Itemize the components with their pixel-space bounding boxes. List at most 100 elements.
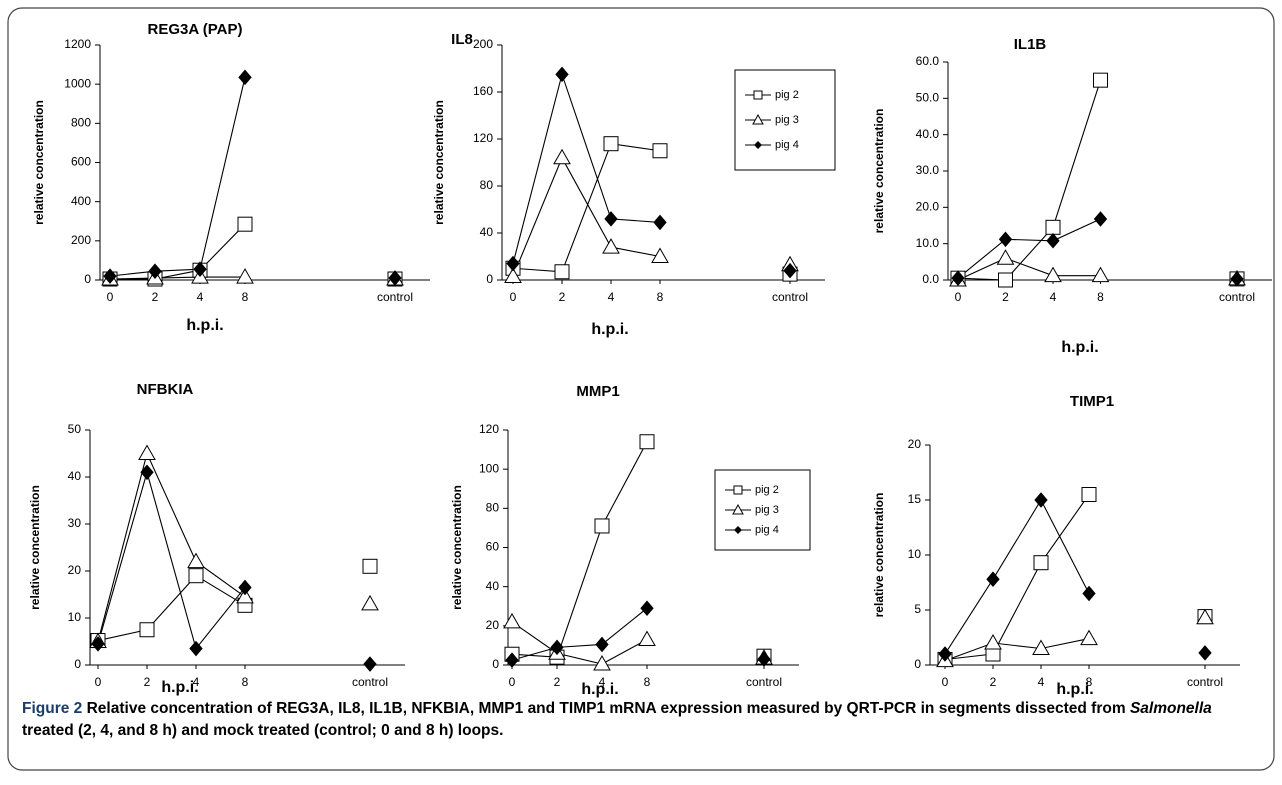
x-tick-label: 2 <box>144 675 151 689</box>
x-tick-label: 0 <box>942 675 949 689</box>
marker <box>996 249 1015 265</box>
marker <box>783 262 797 279</box>
y-tick-label: 10 <box>908 547 922 561</box>
marker <box>1034 492 1048 508</box>
legend-label: pig 3 <box>755 504 779 516</box>
marker <box>505 652 519 668</box>
y-tick-label: 30 <box>68 516 82 530</box>
series-line <box>97 574 246 642</box>
y-tick-label: 40 <box>68 469 82 483</box>
y-tick-label: 0 <box>74 657 81 671</box>
y-tick-label: 800 <box>71 116 91 130</box>
x-tick-label: 8 <box>1086 675 1093 689</box>
y-tick-label: 40 <box>486 579 500 593</box>
series-line <box>511 441 648 658</box>
marker <box>603 136 619 152</box>
caption-text: Relative concentration of REG3A, IL8, IL… <box>86 700 1126 717</box>
x-tick-label: 2 <box>1002 290 1009 304</box>
y-tick-label: 120 <box>473 131 493 145</box>
y-tick-label: 20.0 <box>916 200 940 214</box>
y-tick-label: 0 <box>84 272 91 286</box>
legend-label: pig 4 <box>775 139 799 151</box>
marker <box>555 66 569 83</box>
y-tick-label: 40 <box>480 225 494 239</box>
frame <box>7 7 1275 771</box>
x-tick-label: control <box>772 290 808 304</box>
marker <box>1044 266 1062 283</box>
marker <box>653 214 667 231</box>
marker <box>640 600 654 616</box>
x-tick-label: 8 <box>644 675 651 689</box>
marker <box>1082 585 1096 602</box>
marker <box>602 238 620 254</box>
legend-marker <box>752 113 764 125</box>
marker <box>1046 232 1060 249</box>
marker <box>140 464 154 481</box>
marker <box>1091 266 1110 283</box>
x-tick-label: 4 <box>608 290 615 304</box>
x-tick-label: 8 <box>1097 290 1104 304</box>
series-line <box>957 257 1101 281</box>
x-tick-label: 2 <box>554 675 561 689</box>
marker <box>652 143 668 159</box>
series-line <box>957 79 1102 281</box>
marker <box>188 568 204 584</box>
marker <box>238 579 252 596</box>
marker <box>187 552 205 569</box>
caption: Figure 2 Relative concentration of REG3A… <box>22 698 1252 742</box>
caption-label: Figure 2 <box>22 700 83 717</box>
marker <box>1081 487 1097 502</box>
y-tick-label: 200 <box>473 37 493 51</box>
marker <box>986 571 1000 587</box>
marker <box>554 264 570 280</box>
chart-title: IL1B <box>1014 36 1047 53</box>
y-tick-label: 80 <box>480 178 494 192</box>
legend-marker <box>734 526 742 534</box>
marker <box>1080 629 1098 646</box>
marker <box>550 639 564 656</box>
x-tick-label: 0 <box>510 290 517 304</box>
chart-title: NFBKIA <box>137 381 194 398</box>
x-axis-label: h.p.i. <box>186 317 223 334</box>
x-tick-label: 0 <box>509 675 516 689</box>
legend-marker <box>733 485 743 495</box>
legend-label: pig 4 <box>755 524 779 536</box>
marker <box>236 268 254 284</box>
series-line <box>957 218 1101 279</box>
y-tick-label: 600 <box>71 155 91 169</box>
y-tick-label: 30.0 <box>916 163 940 177</box>
x-tick-label: control <box>352 675 388 689</box>
marker <box>1045 219 1061 235</box>
marker <box>139 622 155 638</box>
x-tick-label: 8 <box>242 675 249 689</box>
x-tick-label: control <box>746 675 782 689</box>
x-axis-label: h.p.i. <box>591 321 628 338</box>
series-line <box>109 77 246 277</box>
x-axis-label: h.p.i. <box>161 679 198 696</box>
x-tick-label: 0 <box>95 675 102 689</box>
y-axis-label: relative concentration <box>432 100 446 225</box>
y-tick-label: 120 <box>479 422 499 436</box>
marker <box>1033 555 1049 571</box>
y-tick-label: 50 <box>68 422 82 436</box>
legend-marker <box>732 503 744 515</box>
marker <box>651 247 669 263</box>
x-tick-label: 4 <box>1050 290 1057 304</box>
marker <box>103 268 117 284</box>
x-tick-label: 4 <box>1038 675 1045 689</box>
x-tick-label: control <box>1187 675 1223 689</box>
series-line <box>944 498 1090 655</box>
marker <box>138 444 156 460</box>
y-tick-label: 15 <box>908 492 922 506</box>
marker <box>638 630 656 647</box>
marker <box>998 231 1013 248</box>
marker <box>984 633 1002 650</box>
marker <box>1093 211 1108 227</box>
marker <box>193 261 207 277</box>
marker <box>148 263 162 279</box>
x-tick-label: 4 <box>197 290 204 304</box>
x-tick-label: control <box>1219 290 1255 304</box>
marker <box>503 612 521 629</box>
legend-label: pig 2 <box>755 484 779 496</box>
